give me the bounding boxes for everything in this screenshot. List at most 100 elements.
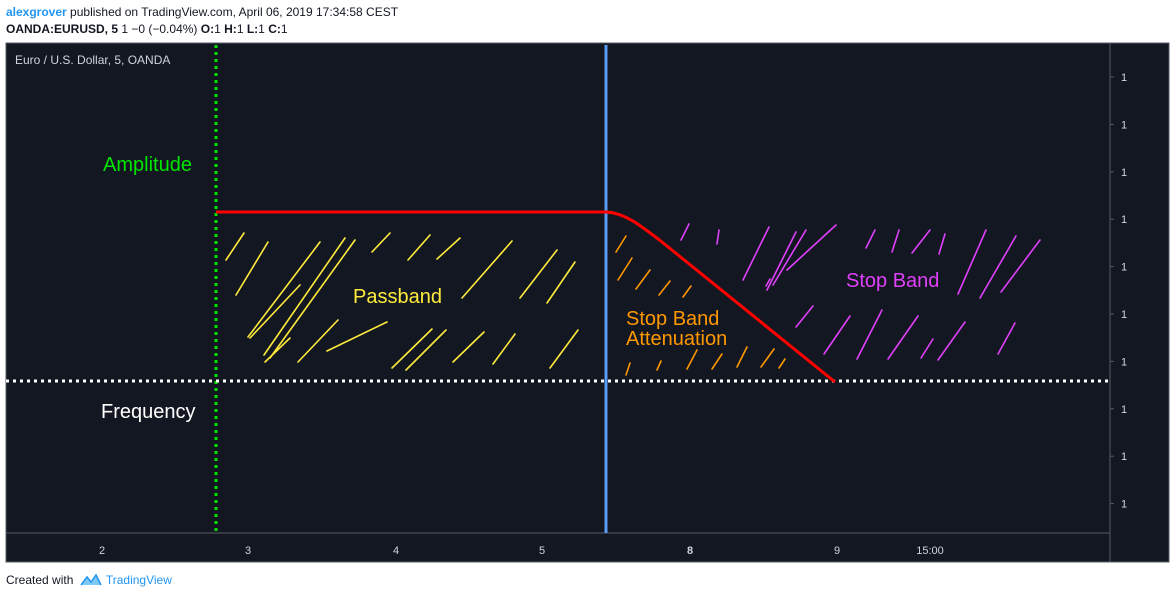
hatch-stroke: [957, 229, 987, 295]
passband-hatch: [225, 232, 579, 371]
price-change: 1 −0 (−0.04%): [121, 22, 198, 36]
hatch-stroke: [436, 237, 461, 260]
hatch-stroke: [249, 284, 301, 339]
hatch-stroke: [856, 309, 883, 360]
hatch-stroke: [391, 328, 433, 369]
hatch-stroke: [407, 234, 431, 261]
symbol-name: OANDA:EURUSD, 5: [6, 22, 119, 36]
attenuation-label-line2: Attenuation: [626, 328, 727, 350]
hatch-stroke: [225, 232, 245, 261]
hatch-stroke: [823, 315, 851, 355]
hatch-stroke: [891, 229, 900, 253]
hatch-stroke: [625, 362, 631, 376]
hatch-stroke: [937, 321, 966, 361]
open-label: O:: [200, 22, 215, 36]
created-with-text: Created with: [6, 573, 74, 587]
high-value: 1: [236, 22, 244, 36]
hatch-stroke: [711, 353, 723, 370]
hatch-stroke: [617, 257, 633, 281]
hatch-stroke: [492, 333, 516, 365]
symbol-info: OANDA:EURUSD, 5 1 −0 (−0.04%) O:1 H:1 L:…: [6, 22, 288, 36]
hatch-stroke: [682, 285, 692, 298]
hatch-stroke: [461, 240, 513, 299]
hatch-stroke: [786, 224, 837, 271]
hatch-stroke: [736, 346, 748, 368]
hatch-stroke: [549, 329, 579, 369]
open-value: 1: [214, 22, 221, 36]
time-axis-labels[interactable]: 2 3 4 5 8 9 15:00: [99, 545, 944, 557]
chart-frame: [5, 42, 1170, 563]
close-value: 1: [280, 22, 288, 36]
hatch-stroke: [247, 241, 321, 338]
attenuation-hatch: [615, 235, 786, 376]
hatch-stroke: [658, 280, 671, 296]
high-label: H:: [224, 22, 237, 36]
price-tick-label: 1: [1121, 214, 1127, 226]
chart-svg[interactable]: Euro / U.S. Dollar, 5, OANDA Amplitude F…: [0, 40, 1175, 565]
price-tick-label: 1: [1121, 451, 1127, 463]
hatch-stroke: [297, 319, 339, 363]
hatch-stroke: [269, 239, 356, 359]
low-label: L:: [246, 22, 259, 36]
stop-band-hatch: [680, 223, 1041, 361]
hatch-stroke: [371, 232, 391, 253]
price-tick-label: 1: [1121, 119, 1127, 131]
hatch-stroke: [656, 360, 662, 371]
hatch-stroke: [772, 229, 807, 286]
price-tick-label: 1: [1121, 262, 1127, 274]
tradingview-logo-icon: [80, 573, 102, 586]
hatch-stroke: [686, 349, 698, 370]
price-tick-label: 1: [1121, 309, 1127, 321]
price-tick-label: 1: [1121, 167, 1127, 179]
response-curve: [216, 210, 836, 384]
time-tick-label: 3: [245, 545, 251, 557]
price-tick-label: 1: [1121, 404, 1127, 416]
attenuation-label-line1: Stop Band: [626, 308, 719, 330]
frequency-label: Frequency: [101, 401, 196, 423]
price-tick-label: 1: [1121, 499, 1127, 511]
hatch-stroke: [979, 235, 1017, 299]
hatch-stroke: [997, 322, 1016, 355]
author-link[interactable]: alexgrover: [6, 5, 67, 19]
tradingview-link[interactable]: TradingView: [105, 573, 172, 587]
hatch-stroke: [760, 348, 775, 368]
amplitude-label: Amplitude: [103, 154, 192, 176]
price-tick-label: 1: [1121, 72, 1127, 84]
hatch-stroke: [795, 305, 814, 328]
price-axis-labels[interactable]: 1 1 1 1 1 1 1 1 1 1: [1110, 72, 1127, 511]
time-tick-label: 15:00: [916, 545, 944, 557]
low-value: 1: [258, 22, 265, 36]
published-text: published on TradingView.com, April 06, …: [70, 5, 399, 19]
hatch-stroke: [680, 223, 690, 241]
hatch-stroke: [405, 329, 447, 371]
hatch-stroke: [765, 278, 771, 287]
hatch-stroke: [1000, 239, 1041, 293]
hatch-stroke: [452, 331, 485, 363]
hatch-stroke: [911, 229, 931, 254]
hatch-stroke: [546, 261, 576, 304]
legend-title: Euro / U.S. Dollar, 5, OANDA: [15, 53, 170, 67]
hatch-stroke: [920, 338, 934, 359]
stop-band-label: Stop Band: [846, 270, 939, 292]
hatch-stroke: [887, 315, 919, 360]
hatch-stroke: [235, 241, 269, 296]
passband-label: Passband: [353, 286, 442, 308]
publish-info: alexgrover published on TradingView.com,…: [6, 5, 398, 19]
hatch-stroke: [938, 233, 946, 255]
hatch-stroke: [742, 226, 770, 281]
hatch-stroke: [635, 269, 651, 290]
hatch-stroke: [263, 237, 346, 356]
hatch-stroke: [326, 321, 388, 352]
price-tick-label: 1: [1121, 356, 1127, 368]
time-tick-label: 2: [99, 545, 105, 557]
hatch-stroke: [778, 358, 786, 369]
hatch-stroke: [264, 337, 291, 363]
time-tick-label: 8: [687, 545, 693, 557]
hatch-stroke: [615, 235, 627, 253]
hatch-stroke: [716, 229, 720, 245]
hatch-stroke: [766, 231, 797, 291]
time-tick-label: 5: [539, 545, 545, 557]
time-tick-label: 9: [834, 545, 840, 557]
hatch-stroke: [519, 249, 558, 299]
hatch-stroke: [865, 229, 876, 249]
